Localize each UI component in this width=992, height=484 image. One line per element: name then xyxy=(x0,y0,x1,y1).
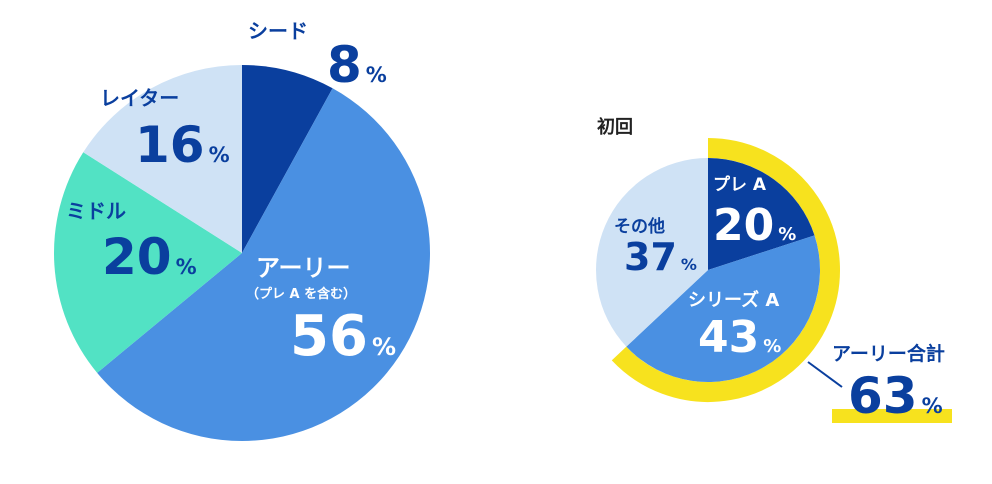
early-total-value-unit: % xyxy=(922,394,943,418)
early-total-label: アーリー合計 xyxy=(832,342,945,365)
other-value: 37% xyxy=(624,235,697,279)
early-value-number: 56 xyxy=(290,304,368,369)
early-total-ring xyxy=(611,138,840,402)
seed-value-number: 8 xyxy=(327,36,362,94)
early-label: アーリー xyxy=(256,254,351,282)
early-value-unit: % xyxy=(372,333,396,361)
later-label: レイター xyxy=(100,86,179,110)
pie1-slice-2 xyxy=(54,152,243,373)
prea-value: 20% xyxy=(713,200,796,251)
middle-label: ミドル xyxy=(66,199,126,223)
other-value-number: 37 xyxy=(624,235,677,279)
middle-value-number: 20 xyxy=(102,228,172,286)
pie2-slice-2 xyxy=(596,158,708,347)
other-label: その他 xyxy=(614,216,665,237)
seriesa-label: シリーズ A xyxy=(688,289,779,311)
seriesa-value-unit: % xyxy=(763,336,781,357)
early-value: 56% xyxy=(290,304,396,369)
middle-value-unit: % xyxy=(176,255,197,279)
seriesa-value: 43% xyxy=(698,312,781,363)
early-total-underline xyxy=(832,409,952,423)
other-value-unit: % xyxy=(681,255,697,274)
seed-value-unit: % xyxy=(366,63,387,87)
pie-chart-first-round xyxy=(596,138,840,402)
seed-value: 8% xyxy=(327,36,387,94)
later-value-unit: % xyxy=(209,143,230,167)
seed-label: シード xyxy=(248,19,308,43)
prea-value-unit: % xyxy=(778,224,796,245)
pie1-slice-3 xyxy=(83,65,242,253)
first-round-title: 初回 xyxy=(597,116,633,138)
pie-chart-overall xyxy=(54,65,431,442)
pie1-slice-0 xyxy=(242,65,333,253)
prea-label: プレ A xyxy=(713,174,767,195)
prea-value-number: 20 xyxy=(713,200,774,251)
pie1-slice-1 xyxy=(97,88,431,442)
chart-labels: シード 8 % レイター 16 % ミドル 20% アーリー （プレ A を含む） 56 % 初回プレ … xyxy=(66,19,952,425)
pie2-slice-0 xyxy=(708,158,815,270)
early-total-value-number: 63 xyxy=(848,367,918,425)
early-total-value: 63% xyxy=(848,367,943,425)
pie2-slice-1 xyxy=(626,235,820,382)
early-sublabel: （プレ A を含む） xyxy=(246,286,356,302)
middle-value: 20% xyxy=(102,228,197,286)
later-value: 16% xyxy=(135,116,230,174)
early-total-leader-line xyxy=(807,361,843,388)
seriesa-value-number: 43 xyxy=(698,312,759,363)
later-value-number: 16 xyxy=(135,116,205,174)
